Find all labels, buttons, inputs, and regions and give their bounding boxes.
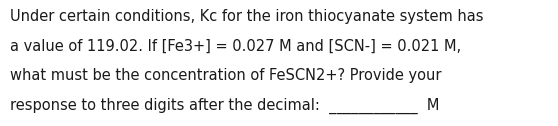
Text: Under certain conditions, Kc for the iron thiocyanate system has: Under certain conditions, Kc for the iro… (10, 9, 484, 24)
Text: what must be the concentration of FeSCN2+? Provide your: what must be the concentration of FeSCN2… (10, 68, 441, 83)
Text: a value of 119.02. If [Fe3+] = 0.027 M and [SCN-] = 0.021 M,: a value of 119.02. If [Fe3+] = 0.027 M a… (10, 38, 461, 53)
Text: response to three digits after the decimal:  ____________  M: response to three digits after the decim… (10, 98, 439, 114)
